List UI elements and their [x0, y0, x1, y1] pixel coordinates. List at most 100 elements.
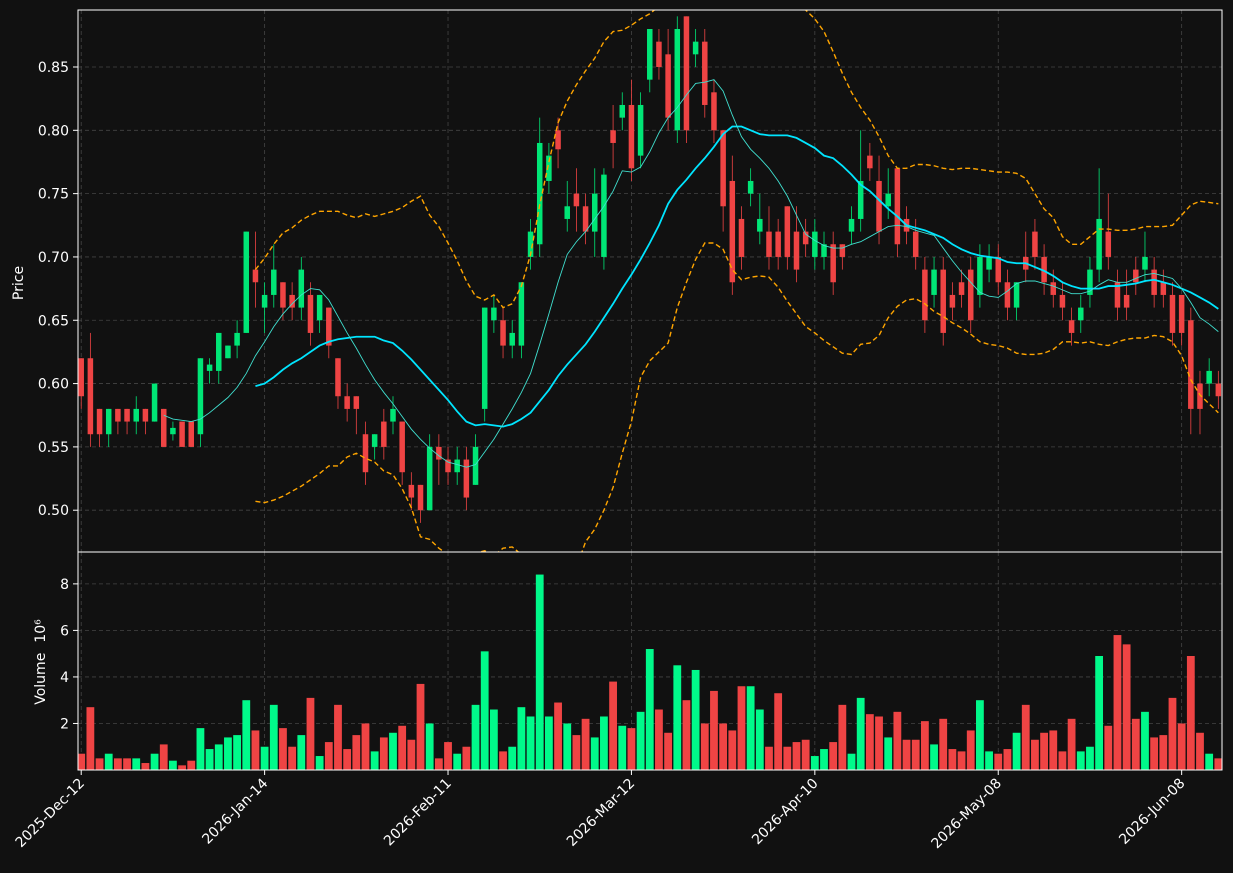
- candle-body: [720, 130, 726, 207]
- candle-body: [316, 294, 323, 321]
- volume-bar: [269, 704, 278, 770]
- candle-body: [500, 320, 506, 346]
- volume-bar: [627, 728, 636, 770]
- volume-bar: [673, 665, 682, 770]
- candle-body: [463, 459, 470, 498]
- y-tick-label: 0.80: [38, 123, 69, 139]
- volume-bar: [1205, 753, 1214, 770]
- y-tick-label: 0.65: [38, 313, 69, 329]
- volume-bar: [655, 709, 663, 770]
- candle-body: [206, 364, 213, 371]
- y-tick-label: 8: [60, 577, 69, 593]
- volume-bar: [1049, 730, 1058, 770]
- candle-body: [481, 307, 488, 409]
- candle-body: [702, 41, 708, 105]
- candle-body: [711, 92, 717, 131]
- volume-bar: [563, 723, 572, 770]
- volume-bar: [389, 732, 397, 770]
- volume-bar: [233, 735, 242, 770]
- volume-bar: [205, 749, 214, 770]
- candle-body: [729, 180, 736, 283]
- candle-body: [564, 206, 570, 219]
- volume-bar: [645, 649, 654, 770]
- volume-bar: [1095, 655, 1104, 770]
- volume-bar: [159, 744, 168, 770]
- candle-body: [371, 434, 378, 447]
- candle-body: [1169, 294, 1176, 333]
- candle-body: [555, 130, 561, 150]
- candle-body: [775, 231, 781, 257]
- candle-body: [546, 155, 552, 181]
- volume-bar: [279, 728, 287, 770]
- volume-bar: [875, 716, 883, 770]
- y-tick-label: 0.55: [38, 440, 69, 456]
- candle-body: [665, 54, 671, 118]
- candle-body: [1188, 320, 1194, 409]
- volume-bar: [682, 700, 691, 770]
- volume-bar: [1021, 704, 1030, 770]
- candle-body: [527, 231, 534, 257]
- volume-bar: [544, 716, 553, 770]
- volume-bar: [1012, 732, 1021, 770]
- candle-body: [821, 244, 827, 257]
- candle-body: [344, 396, 350, 409]
- candle-body: [867, 155, 873, 169]
- volume-bar: [324, 742, 333, 770]
- volume-bar: [893, 711, 902, 770]
- candle-body: [619, 104, 626, 118]
- candle-body: [188, 421, 195, 447]
- candle-body: [995, 256, 1001, 283]
- candle-body: [912, 231, 919, 257]
- candle-body: [885, 193, 891, 207]
- volume-bar: [1040, 732, 1048, 770]
- candle-body: [536, 142, 543, 245]
- candle-body: [87, 358, 94, 435]
- volume-bar: [1131, 718, 1140, 770]
- volume-bar: [911, 739, 920, 770]
- volume-bar: [178, 765, 186, 770]
- candle-body: [857, 180, 864, 219]
- volume-bar: [700, 723, 709, 770]
- volume-bar: [480, 651, 489, 770]
- candle-body: [491, 307, 497, 321]
- volume-bar: [691, 669, 700, 770]
- candle-body: [812, 231, 818, 257]
- candle-body: [142, 408, 149, 422]
- volume-bar: [884, 737, 893, 770]
- plot-area: [78, 552, 1222, 770]
- volume-bar: [618, 725, 627, 770]
- volume-bar: [581, 718, 590, 770]
- volume-bar: [297, 735, 306, 770]
- volume-bar: [902, 739, 911, 770]
- volume-bar: [132, 758, 141, 770]
- candle-body: [124, 408, 130, 422]
- y-tick-label: 0.85: [38, 60, 69, 76]
- volume-bar: [994, 753, 1003, 770]
- volume-bar: [1214, 758, 1222, 770]
- volume-bar: [572, 735, 581, 770]
- candle-body: [1215, 383, 1222, 397]
- volume-bar: [590, 737, 599, 770]
- indicator-line: [254, 10, 1219, 309]
- candle-body: [381, 421, 387, 447]
- volume-bar: [948, 749, 957, 770]
- volume-bar: [829, 742, 838, 770]
- y-tick-label: 4: [60, 670, 69, 686]
- indicator-line: [255, 242, 1219, 552]
- candle-body: [766, 231, 772, 257]
- candle-body: [390, 408, 396, 422]
- candle-body: [426, 446, 433, 511]
- volume-bar: [1168, 697, 1177, 770]
- volume-bar: [141, 763, 150, 770]
- volume-bar: [242, 700, 251, 770]
- candle-body: [1105, 231, 1112, 257]
- candle-body: [1050, 282, 1057, 295]
- volume-bar: [1196, 732, 1204, 770]
- y-tick-label: 2: [60, 716, 69, 732]
- candle-body: [243, 231, 250, 333]
- volume-bar: [746, 686, 755, 770]
- volume-bar: [1058, 751, 1067, 770]
- volume-bar: [288, 746, 297, 770]
- volume-bar: [169, 760, 177, 770]
